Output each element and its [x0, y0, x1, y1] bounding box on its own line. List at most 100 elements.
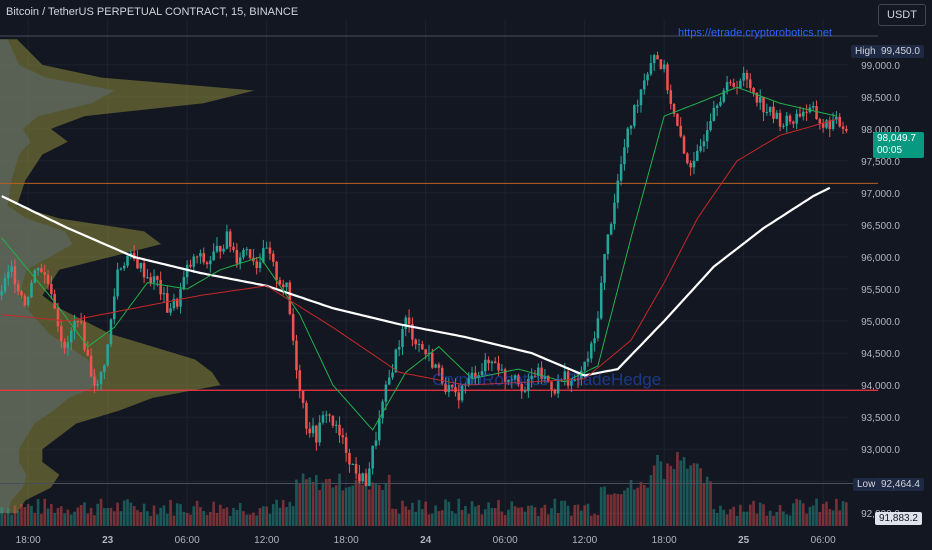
volume-bar [374, 483, 378, 526]
candle-body [656, 55, 659, 60]
candle-body [129, 252, 133, 256]
volume-bar [169, 499, 172, 526]
volume-bar [149, 515, 153, 526]
volume-bar [66, 509, 70, 526]
candle-body [672, 103, 676, 114]
candle-body [623, 147, 626, 165]
volume-bar [344, 487, 348, 526]
candle-body [460, 385, 464, 401]
volume-bar [818, 511, 822, 526]
candle-body [384, 384, 388, 402]
volume-bar [556, 512, 560, 526]
candle-body [381, 401, 384, 419]
volume-bar [26, 503, 30, 526]
volume-bar [377, 485, 381, 526]
volume-bar [785, 514, 789, 526]
volume-bar [275, 499, 278, 526]
candle-body [752, 87, 755, 93]
source-link[interactable]: https://etrade.cryptorobotics.net [678, 27, 833, 39]
candle-body [583, 361, 586, 371]
volume-bar [321, 482, 325, 526]
volume-bar [652, 465, 656, 526]
volume-bar [705, 476, 709, 526]
volume-bar [242, 511, 245, 526]
candle-body [447, 385, 451, 393]
volume-bar [755, 513, 759, 526]
currency-button[interactable]: USDT [878, 4, 926, 26]
volume-bar [20, 504, 23, 526]
volume-bar [474, 506, 477, 526]
volume-bar [782, 511, 785, 526]
x-tick-label: 06:00 [493, 535, 518, 546]
volume-bar [500, 511, 504, 526]
candle-body [805, 111, 808, 113]
candle-body [497, 363, 500, 371]
volume-bar [593, 513, 596, 526]
volume-bar [132, 506, 136, 526]
volume-bar [540, 507, 543, 526]
candle-body [527, 378, 530, 392]
volume-bar [262, 506, 265, 526]
volume-bar [430, 513, 434, 526]
candle-body [275, 261, 278, 281]
volume-bar [692, 463, 696, 526]
candle-body [16, 284, 20, 292]
candle-body [222, 248, 225, 252]
volume-bar [735, 515, 739, 526]
volume-bar [576, 504, 580, 526]
last-price-value: 98,049.7 [877, 133, 916, 144]
candle-body [378, 418, 381, 441]
volume-bar [434, 505, 437, 526]
candle-body [146, 277, 149, 279]
candle-body [520, 384, 523, 392]
y-tick-label: 98,000.0 [861, 125, 900, 136]
volume-bar [129, 502, 133, 526]
volume-bar [659, 461, 663, 526]
candle-body [225, 231, 229, 249]
candle-body [593, 338, 596, 344]
volume-bar [739, 504, 742, 526]
candle-body [765, 112, 769, 114]
candle-body [166, 293, 169, 313]
candle-body [189, 264, 192, 267]
candle-body [407, 317, 411, 325]
candle-body [523, 391, 527, 393]
volume-bar [232, 507, 235, 526]
volume-bar [503, 515, 507, 526]
candle-body [255, 261, 258, 268]
volume-bar [477, 505, 480, 526]
volume-bar [709, 481, 712, 526]
volume-bar [487, 502, 490, 526]
moving-average-line [1, 186, 831, 377]
volume-bar [126, 499, 129, 526]
candle-body [215, 245, 219, 252]
candle-body [676, 113, 679, 126]
volume-bar [212, 501, 215, 526]
volume-bar [460, 509, 464, 526]
volume-bar [407, 509, 411, 526]
candle-body [699, 146, 702, 151]
volume-bar [715, 512, 719, 526]
candle-body [818, 119, 822, 124]
volume-bar [46, 508, 50, 526]
candle-body [652, 55, 656, 64]
candle-body [510, 379, 514, 381]
volume-bar [152, 505, 156, 526]
volume-bar [139, 512, 143, 526]
candle-body [56, 308, 60, 327]
candle-body [3, 278, 7, 292]
candle-body [782, 125, 785, 127]
candle-body [103, 365, 106, 372]
candle-body [89, 355, 93, 377]
moving-average-line [1, 86, 837, 431]
volume-bar [338, 473, 341, 526]
candle-body [159, 279, 162, 295]
candle-body [404, 317, 408, 329]
volume-bar [470, 501, 474, 526]
volume-bar [291, 506, 295, 526]
candle-body [811, 105, 815, 108]
volume-bar [136, 510, 139, 526]
volume-bar [76, 507, 80, 526]
